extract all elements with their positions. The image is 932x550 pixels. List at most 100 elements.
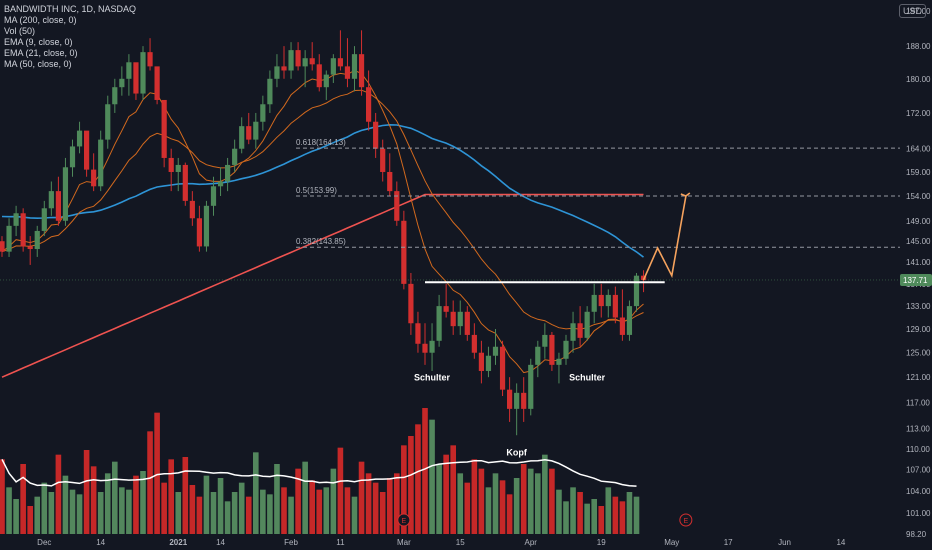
candle-body [542, 334, 548, 347]
candle-body [232, 148, 238, 165]
candle-body [605, 294, 611, 307]
volume-bar [161, 482, 167, 534]
volume-bar [556, 489, 562, 534]
volume-bar [464, 482, 471, 534]
projection-arrowhead [680, 192, 691, 197]
volume-bar [203, 475, 210, 534]
indicator-ma200[interactable]: MA (200, close, 0) [4, 15, 77, 25]
volume-bar [288, 496, 294, 534]
volume-bar [471, 459, 478, 534]
currency-badge[interactable]: USD [898, 4, 926, 18]
pattern-label: Schulter [569, 372, 606, 382]
indicator-ema21[interactable]: EMA (21, close, 0) [4, 48, 78, 58]
candle-body [337, 58, 343, 67]
indicator-ma50[interactable]: MA (50, close, 0) [4, 59, 72, 69]
x-tick-label: 19 [597, 538, 606, 547]
candle-body [443, 306, 449, 312]
candle-body [316, 64, 322, 88]
volume-bar [295, 468, 301, 534]
volume-bar [210, 492, 217, 534]
x-tick-label: 15 [456, 538, 465, 547]
candle-body [401, 220, 407, 284]
candle-body [168, 157, 174, 172]
y-tick-label: 129.00 [906, 325, 931, 334]
earnings-marker [679, 513, 693, 527]
y-tick-label: 98.20 [906, 530, 927, 539]
volume-bar [34, 496, 41, 534]
volume-bar [231, 492, 238, 534]
candle-body [549, 334, 555, 365]
x-tick-label: 14 [216, 538, 225, 547]
candle-body [140, 52, 146, 94]
indicator-ema9[interactable]: EMA (9, close, 0) [4, 37, 73, 47]
volume-bar [27, 506, 33, 534]
x-tick-label: Feb [284, 538, 298, 547]
candle-body [358, 54, 365, 88]
y-tick-label: 107.00 [906, 466, 931, 475]
candle-body [246, 126, 252, 140]
candle-body [598, 294, 604, 307]
candle-body [295, 50, 301, 67]
y-tick-label: 188.00 [906, 42, 931, 51]
candle-body [20, 213, 26, 247]
x-tick-label: 11 [336, 538, 345, 547]
volume-bar [62, 475, 69, 534]
candle-body [119, 78, 125, 88]
candle-body [76, 130, 83, 147]
chart-legend: BANDWIDTH INC, 1D, NASDAQ MA (200, close… [4, 4, 136, 70]
candle-body [84, 130, 90, 170]
candle-body [182, 164, 188, 201]
candle-body [429, 340, 435, 353]
candle-body [34, 230, 40, 250]
candle-body [55, 191, 61, 221]
candle-body [13, 213, 19, 226]
candle-body [154, 66, 160, 100]
volume-bar [372, 482, 379, 534]
symbol-title[interactable]: BANDWIDTH INC, 1D, NASDAQ [4, 4, 137, 14]
y-tick-label: 117.00 [906, 398, 930, 407]
volume-bar [422, 408, 428, 534]
candle-body [274, 66, 280, 79]
volume-bar [598, 506, 605, 534]
y-tick-label: 145.00 [906, 237, 931, 246]
y-tick-label: 154.00 [906, 192, 931, 201]
y-tick-label: 125.00 [906, 349, 931, 358]
candle-body [556, 358, 562, 365]
candle-body [48, 191, 54, 209]
candle-body [203, 205, 210, 247]
y-tick-label: 113.00 [906, 425, 930, 434]
volume-bar [443, 454, 449, 534]
volume-bar [97, 492, 104, 534]
candle-body [161, 99, 167, 158]
candle-body [281, 66, 287, 71]
candle-body [457, 311, 463, 327]
volume-bar [69, 489, 76, 534]
volume-bar [41, 482, 48, 534]
indicator-volume[interactable]: Vol (50) [4, 26, 36, 36]
volume-bar [535, 473, 541, 534]
volume-bar [330, 468, 337, 534]
volume-bar [429, 419, 435, 534]
volume-bar [436, 464, 442, 534]
volume-bar [196, 496, 203, 534]
x-tick-label: Mar [397, 538, 411, 547]
volume-bar [337, 447, 344, 534]
volume-bar [224, 501, 231, 534]
volume-bar [527, 468, 534, 534]
candle-body [217, 181, 224, 187]
volume-bar [168, 459, 174, 534]
candle-body [366, 87, 372, 122]
earnings-marker-label: E [684, 518, 689, 525]
volume-ma-line [1, 458, 637, 487]
candle-body [507, 389, 513, 409]
candle-body [323, 74, 329, 88]
x-tick-label: Jun [778, 538, 791, 547]
candle-body [27, 246, 33, 250]
candle-body [619, 317, 625, 335]
candle-body [147, 52, 153, 67]
x-tick-label: 2021 [169, 538, 187, 547]
candle-body [415, 323, 421, 344]
candle-body [351, 54, 358, 79]
volume-bar [189, 485, 196, 534]
